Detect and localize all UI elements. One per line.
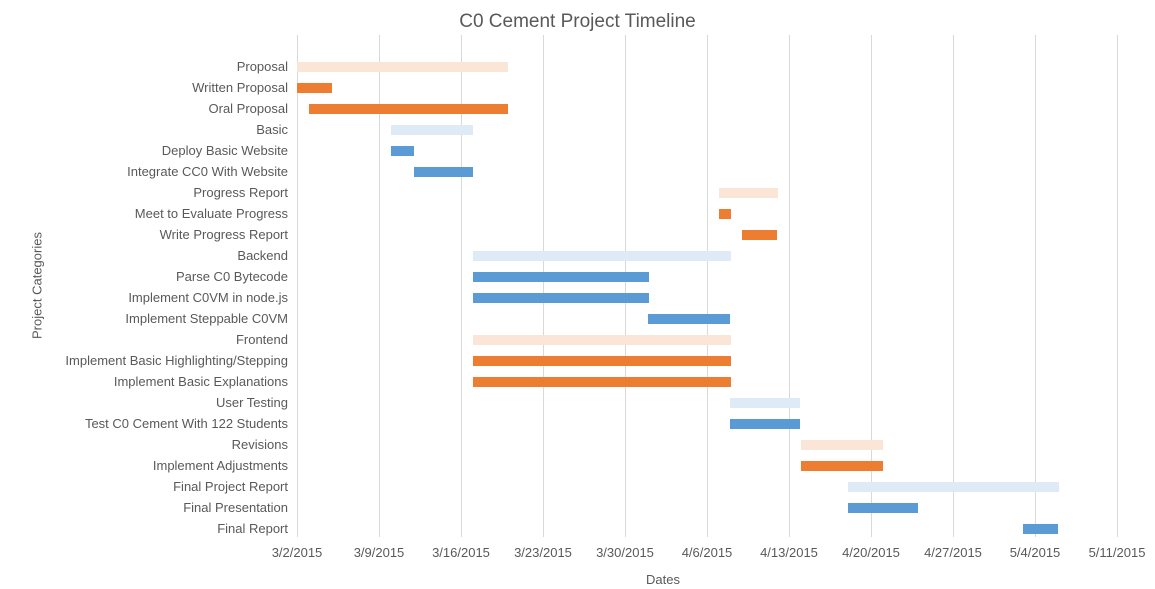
x-tick-label: 3/23/2015 bbox=[514, 545, 572, 560]
category-label: Meet to Evaluate Progress bbox=[134, 206, 288, 221]
gantt-bar bbox=[801, 440, 883, 450]
x-tick-label: 5/11/2015 bbox=[1088, 545, 1146, 560]
gantt-bar bbox=[297, 83, 332, 93]
gridline bbox=[379, 35, 380, 537]
gridline bbox=[1117, 35, 1118, 537]
y-axis-title: Project Categories bbox=[29, 232, 45, 339]
x-tick-label: 3/2/2015 bbox=[271, 545, 323, 560]
x-tick-label: 4/20/2015 bbox=[842, 545, 900, 560]
category-label: Final Project Report bbox=[173, 479, 288, 494]
gantt-bar bbox=[473, 356, 731, 366]
gantt-bar bbox=[719, 188, 778, 198]
gridline bbox=[707, 35, 708, 537]
gridline bbox=[871, 35, 872, 537]
gantt-bar bbox=[473, 293, 649, 303]
x-tick-label: 4/27/2015 bbox=[924, 545, 982, 560]
category-label: Progress Report bbox=[193, 185, 288, 200]
gantt-bar bbox=[730, 398, 800, 408]
gantt-bar bbox=[742, 230, 777, 240]
gridline bbox=[461, 35, 462, 537]
gantt-bar bbox=[648, 314, 730, 324]
category-label: Final Report bbox=[217, 521, 288, 536]
gantt-bar bbox=[719, 209, 731, 219]
chart-title: C0 Cement Project Timeline bbox=[459, 11, 696, 32]
x-tick-label: 3/9/2015 bbox=[353, 545, 405, 560]
category-label: Write Progress Report bbox=[159, 227, 288, 242]
category-label: Written Proposal bbox=[192, 80, 288, 95]
gantt-bar bbox=[1023, 524, 1058, 534]
x-tick-label: 3/30/2015 bbox=[596, 545, 654, 560]
category-label: Revisions bbox=[231, 437, 288, 452]
gridline bbox=[953, 35, 954, 537]
category-label: Implement Steppable C0VM bbox=[125, 311, 288, 326]
gridline bbox=[1035, 35, 1036, 537]
gantt-bar bbox=[730, 419, 800, 429]
gantt-bar bbox=[414, 167, 473, 177]
category-label: User Testing bbox=[215, 395, 288, 410]
x-tick-label: 5/4/2015 bbox=[1009, 545, 1061, 560]
category-label: Proposal bbox=[236, 59, 288, 74]
gridline bbox=[789, 35, 790, 537]
category-label: Implement Basic Explanations bbox=[113, 374, 288, 389]
category-label: Frontend bbox=[235, 332, 288, 347]
category-label: Basic bbox=[256, 122, 288, 137]
gantt-bar bbox=[391, 125, 473, 135]
category-label: Implement Adjustments bbox=[152, 458, 288, 473]
x-tick-label: 4/13/2015 bbox=[760, 545, 818, 560]
x-axis-title: Dates bbox=[646, 572, 680, 587]
gantt-bar bbox=[473, 251, 731, 261]
category-label: Backend bbox=[237, 248, 288, 263]
gridline bbox=[625, 35, 626, 537]
x-tick-label: 3/16/2015 bbox=[432, 545, 490, 560]
gantt-bar bbox=[297, 62, 508, 72]
category-label: Parse C0 Bytecode bbox=[175, 269, 288, 284]
gantt-bar bbox=[848, 482, 1059, 492]
category-label: Implement C0VM in node.js bbox=[128, 290, 288, 305]
gantt-bar bbox=[473, 335, 731, 345]
category-label: Final Presentation bbox=[183, 500, 288, 515]
gantt-bar bbox=[473, 272, 649, 282]
category-label: Integrate CC0 With Website bbox=[127, 164, 288, 179]
category-label: Deploy Basic Website bbox=[161, 143, 288, 158]
gantt-bar bbox=[309, 104, 508, 114]
category-label: Oral Proposal bbox=[208, 101, 288, 116]
gridline bbox=[297, 35, 298, 537]
x-tick-label: 4/6/2015 bbox=[681, 545, 733, 560]
gantt-bar bbox=[848, 503, 918, 513]
gantt-bar bbox=[801, 461, 883, 471]
gantt-bar bbox=[391, 146, 414, 156]
gridline bbox=[543, 35, 544, 537]
gantt-bar bbox=[473, 377, 731, 387]
category-label: Test C0 Cement With 122 Students bbox=[84, 416, 288, 431]
category-label: Implement Basic Highlighting/Stepping bbox=[65, 353, 288, 368]
